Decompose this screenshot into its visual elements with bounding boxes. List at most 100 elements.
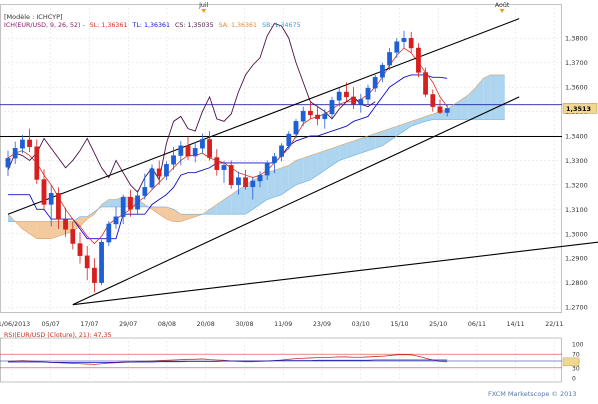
candle-body [430,94,436,107]
cloud-segment [29,221,37,239]
candle-body [207,139,212,158]
kijun-line [8,74,448,240]
candle-body [336,91,342,101]
cloud-segment [188,214,196,220]
y-tick-label: 1,3800 [565,35,588,43]
cloud-segment [396,123,404,136]
rsi-tick-label: 30 [572,365,580,372]
candle-body [416,47,421,73]
cloud-segment [296,158,304,185]
candle-body [293,121,299,135]
cloud-segment [288,160,296,190]
cloud-segment [180,214,188,222]
candle-body [113,216,119,225]
cloud-segment [87,211,95,220]
cloud-segment [274,167,282,198]
cloud-segment [382,128,390,146]
candle-body [437,106,443,113]
current-price-box [562,103,598,114]
x-tick-label: 15/10 [390,321,408,328]
y-tick-label: 1,3400 [565,133,588,141]
senkou-a-line [7,74,505,239]
tenkan-line [7,47,448,245]
y-tick-label: 1,3600 [565,84,588,92]
y-tick-label: 1,3200 [565,181,588,189]
cloud-segment [353,138,361,156]
cloud-segment [332,145,340,166]
x-tick-label: 29/07 [119,321,137,328]
x-tick-label: 17/07 [80,321,98,328]
cloud-segment [166,206,174,222]
y-tick-label: 1,3700 [565,59,588,67]
rsi-tick-label: 100 [572,342,584,349]
cloud-segment [159,206,167,220]
candle-body [394,41,400,53]
candle-body [20,139,25,149]
candle-body [250,180,256,188]
candle-body [387,52,392,66]
candle-body [149,168,155,188]
candle-body [300,110,306,122]
current-price-label: 1,3513 [566,105,591,113]
legend-ich: ICH(EUR/USD, 9, 26, 52) - [4,22,85,29]
cloud-segment [404,121,412,132]
cloud-segment [245,180,253,215]
cloud-segment [36,221,44,239]
candle-body [48,192,54,205]
x-tick-label: 11/06/2013 [0,321,30,328]
candle-body [178,145,184,156]
candle-body [135,195,140,210]
cloud-segment [231,189,239,215]
candle-body [322,113,328,120]
cloud-segment [238,184,246,215]
candle-body [329,100,335,115]
cloud-segment [22,221,30,234]
legend-text: ICH(EUR/USD, 9, 26, 52) - SL: 1,36361 TL… [4,22,301,29]
candle-body [286,133,292,146]
rsi-tick-label: 70 [572,352,580,359]
candle-body [91,267,97,283]
x-tick-label: 22/11 [545,321,563,328]
cloud-segment [152,206,160,215]
candle-body [27,139,32,147]
cloud-segment [346,140,354,158]
candle-body [120,196,126,217]
y-tick-label: 1,2900 [565,255,588,263]
y-tick-label: 1,3100 [565,206,588,214]
candle-body [257,174,263,182]
candle-body [243,177,248,188]
candle-body [56,192,61,220]
x-tick-label: 05/07 [42,321,60,328]
candle-body [142,187,148,196]
month-label: Juil [198,2,209,9]
chikou-line [7,23,376,193]
candle-body [315,114,320,120]
candle-body [272,156,277,164]
candle-body [192,148,198,157]
candle-body [372,77,378,89]
x-tick-label: 25/10 [429,321,447,328]
x-tick-label: 06/11 [468,321,486,328]
candle-body [127,196,133,210]
candle-body [84,255,90,269]
chart-title: [Modèle : ICHCYP] [4,13,63,21]
month-marker [499,9,505,13]
x-tick-label: 03/10 [352,321,370,328]
x-tick-label: 14/11 [507,321,525,328]
month-marker [201,9,207,13]
legend-cs: CS: 1,35035 [175,22,214,29]
candle-body [423,72,428,95]
candle-body [214,157,220,170]
cloud-segment [324,148,332,171]
cloud-segment [339,143,347,161]
watermark: FXCM Marketscope © 2013 [488,390,577,398]
candle-body [408,38,414,49]
candle-body [365,87,371,100]
cloud-segment [173,209,181,222]
cloud-segment [303,155,311,183]
y-tick-label: 1,3300 [565,157,588,165]
x-tick-label: 23/09 [313,321,331,328]
cloud-segment [490,74,498,120]
rsi-panel-frame [0,337,562,383]
